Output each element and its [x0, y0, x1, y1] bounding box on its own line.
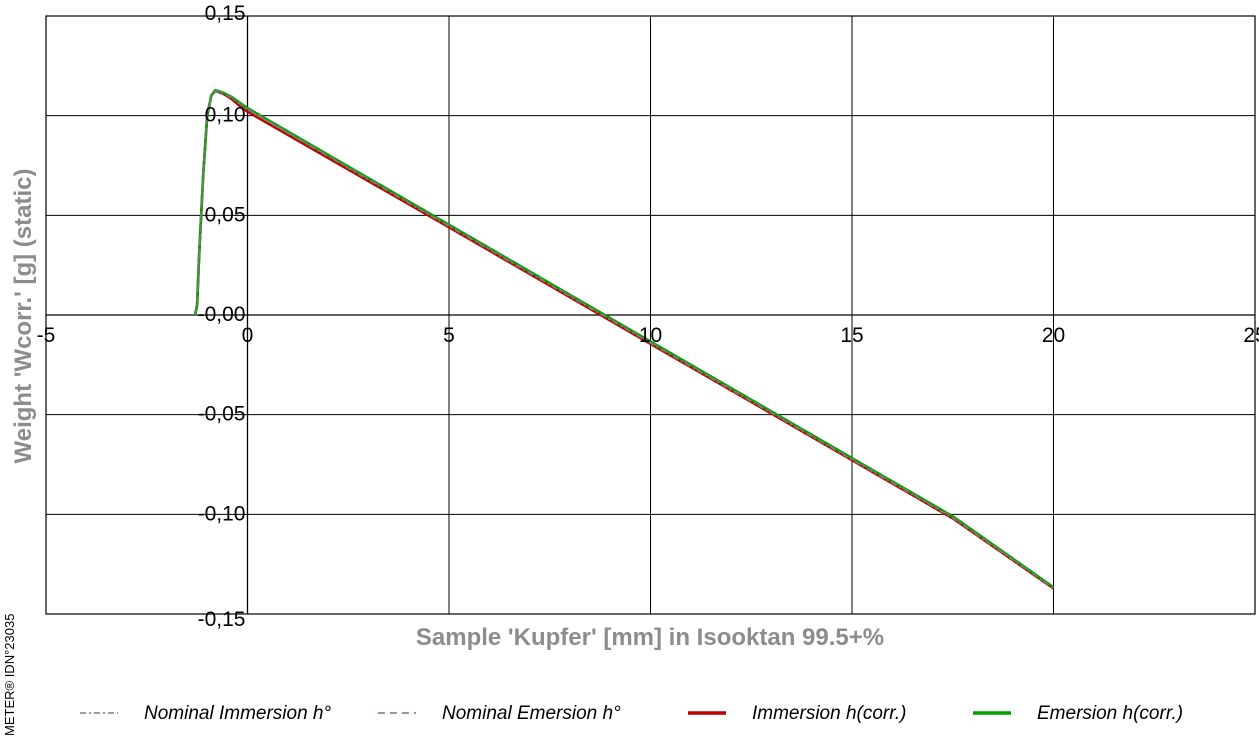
- legend-label-2: Immersion h(corr.): [752, 703, 906, 724]
- legend: Nominal Immersion h° Nominal Emersion h° I…: [80, 703, 1183, 724]
- series-line-3: [193, 88, 1055, 589]
- y-tick-label: 0,15: [205, 2, 246, 25]
- plot-frame: [45, 15, 1256, 615]
- y-tick-label: -0,00: [198, 303, 246, 326]
- y-tick-label: 0,05: [205, 203, 246, 226]
- x-tick-label: 20: [1042, 324, 1065, 347]
- y-tick-label: -0,10: [198, 502, 246, 525]
- x-tick-label: -5: [37, 324, 56, 347]
- legend-label-0: Nominal Immersion h°: [144, 703, 331, 724]
- x-axis-title: Sample 'Kupfer' [mm] in Isooktan 99.5+%: [416, 624, 884, 651]
- x-tick-label: 5: [443, 324, 455, 347]
- y-tick-label: -0,15: [198, 608, 246, 631]
- series-line-0: [194, 89, 1054, 589]
- y-tick-label: -0,05: [198, 403, 246, 426]
- series-line-2: [193, 89, 1055, 590]
- x-tick-label: 15: [840, 324, 863, 347]
- side-label: METER® IDN°23035: [2, 614, 17, 736]
- y-axis-title: Weight 'Wcorr.' [g] (static): [10, 169, 37, 464]
- series-line-1: [194, 89, 1054, 589]
- legend-label-3: Emersion h(corr.): [1037, 703, 1183, 724]
- y-tick-label: 0,10: [205, 104, 246, 127]
- series-layer: [193, 88, 1055, 590]
- x-tick-label: 0: [242, 324, 254, 347]
- x-tick-label: 25: [1243, 324, 1259, 347]
- x-tick-label: 10: [639, 324, 662, 347]
- legend-label-1: Nominal Emersion h°: [442, 703, 621, 724]
- tick-labels: -5 0 5 10 15 20 25 -0,15 -0,10 -0,05 -0,00 0,05 0,10…: [37, 2, 1259, 631]
